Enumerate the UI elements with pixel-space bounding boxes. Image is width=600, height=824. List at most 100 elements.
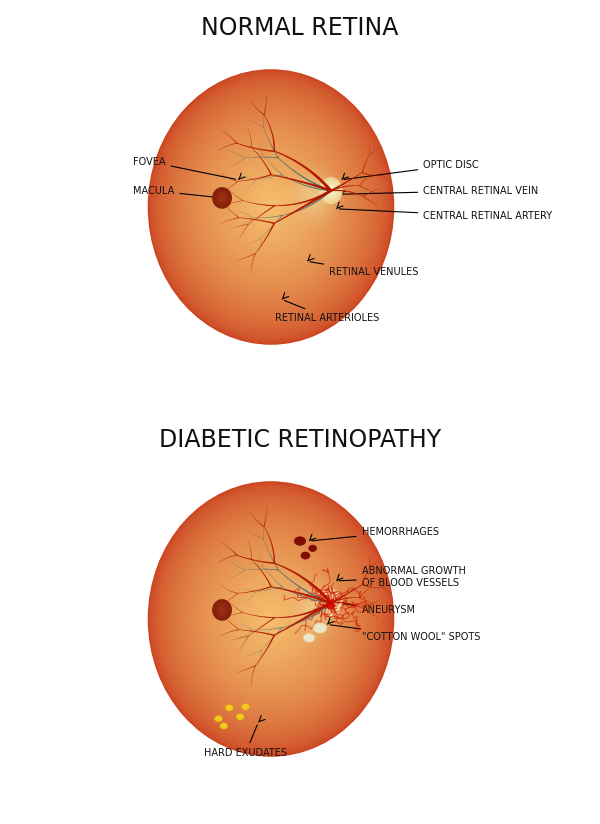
Ellipse shape bbox=[214, 555, 328, 683]
Ellipse shape bbox=[313, 623, 327, 633]
Ellipse shape bbox=[316, 625, 324, 631]
Ellipse shape bbox=[265, 200, 277, 214]
Ellipse shape bbox=[213, 600, 232, 620]
Ellipse shape bbox=[314, 624, 326, 633]
Ellipse shape bbox=[253, 598, 289, 639]
Ellipse shape bbox=[190, 527, 353, 710]
Ellipse shape bbox=[218, 148, 323, 265]
Ellipse shape bbox=[193, 531, 350, 707]
Ellipse shape bbox=[225, 568, 317, 671]
Ellipse shape bbox=[220, 607, 225, 613]
Ellipse shape bbox=[318, 627, 322, 630]
Ellipse shape bbox=[220, 562, 322, 676]
Ellipse shape bbox=[214, 189, 230, 208]
Ellipse shape bbox=[214, 601, 230, 620]
Ellipse shape bbox=[262, 197, 280, 218]
Ellipse shape bbox=[215, 190, 229, 206]
Ellipse shape bbox=[214, 190, 230, 207]
Ellipse shape bbox=[308, 601, 321, 616]
Ellipse shape bbox=[177, 102, 365, 312]
Ellipse shape bbox=[326, 185, 335, 196]
Ellipse shape bbox=[221, 196, 223, 199]
Ellipse shape bbox=[326, 185, 336, 197]
Ellipse shape bbox=[168, 503, 374, 734]
Ellipse shape bbox=[321, 591, 341, 614]
Ellipse shape bbox=[214, 143, 328, 271]
Ellipse shape bbox=[169, 93, 373, 321]
Ellipse shape bbox=[182, 107, 361, 307]
Ellipse shape bbox=[177, 514, 365, 724]
Ellipse shape bbox=[308, 637, 311, 639]
Ellipse shape bbox=[240, 172, 302, 241]
Ellipse shape bbox=[307, 187, 322, 205]
Ellipse shape bbox=[307, 599, 322, 617]
Ellipse shape bbox=[312, 193, 317, 199]
Ellipse shape bbox=[329, 190, 332, 192]
Ellipse shape bbox=[183, 521, 359, 717]
Ellipse shape bbox=[217, 193, 227, 203]
Ellipse shape bbox=[231, 162, 311, 252]
Ellipse shape bbox=[161, 497, 380, 742]
Ellipse shape bbox=[228, 571, 314, 667]
Ellipse shape bbox=[304, 184, 325, 208]
Ellipse shape bbox=[315, 625, 325, 632]
Ellipse shape bbox=[218, 606, 226, 614]
Ellipse shape bbox=[311, 603, 319, 613]
Ellipse shape bbox=[234, 166, 308, 248]
Ellipse shape bbox=[158, 82, 383, 333]
Ellipse shape bbox=[247, 592, 296, 647]
Ellipse shape bbox=[219, 606, 226, 614]
Ellipse shape bbox=[250, 183, 293, 231]
Ellipse shape bbox=[312, 605, 317, 611]
Ellipse shape bbox=[254, 188, 288, 226]
Ellipse shape bbox=[309, 602, 320, 614]
Ellipse shape bbox=[163, 87, 379, 327]
Ellipse shape bbox=[320, 179, 341, 203]
Ellipse shape bbox=[322, 180, 340, 202]
Ellipse shape bbox=[245, 590, 297, 648]
Ellipse shape bbox=[328, 188, 333, 194]
Ellipse shape bbox=[328, 187, 334, 194]
Text: RETINAL ARTERIOLES: RETINAL ARTERIOLES bbox=[275, 301, 379, 322]
Text: DIABETIC RETINOPATHY: DIABETIC RETINOPATHY bbox=[159, 428, 441, 452]
Text: "COTTON WOOL" SPOTS: "COTTON WOOL" SPOTS bbox=[330, 625, 480, 642]
Ellipse shape bbox=[223, 565, 319, 672]
Ellipse shape bbox=[329, 601, 332, 605]
Ellipse shape bbox=[151, 73, 391, 341]
Ellipse shape bbox=[215, 602, 229, 617]
Ellipse shape bbox=[217, 192, 227, 204]
Ellipse shape bbox=[220, 196, 224, 200]
Ellipse shape bbox=[217, 604, 227, 616]
Ellipse shape bbox=[269, 617, 272, 620]
Ellipse shape bbox=[183, 109, 359, 305]
Ellipse shape bbox=[242, 174, 300, 240]
Ellipse shape bbox=[250, 595, 293, 643]
Ellipse shape bbox=[197, 124, 345, 290]
Ellipse shape bbox=[200, 128, 342, 286]
Ellipse shape bbox=[329, 189, 332, 193]
Ellipse shape bbox=[215, 145, 326, 269]
Ellipse shape bbox=[328, 599, 334, 606]
Ellipse shape bbox=[313, 606, 316, 610]
Ellipse shape bbox=[302, 595, 326, 622]
Ellipse shape bbox=[229, 573, 313, 666]
Ellipse shape bbox=[215, 557, 326, 681]
Ellipse shape bbox=[266, 614, 275, 624]
Ellipse shape bbox=[226, 705, 233, 711]
Ellipse shape bbox=[190, 115, 353, 298]
Ellipse shape bbox=[151, 485, 391, 753]
Ellipse shape bbox=[265, 612, 277, 626]
Ellipse shape bbox=[257, 191, 285, 222]
Ellipse shape bbox=[236, 714, 244, 720]
Ellipse shape bbox=[164, 88, 377, 325]
Ellipse shape bbox=[263, 199, 278, 216]
Ellipse shape bbox=[305, 185, 324, 207]
Ellipse shape bbox=[304, 634, 314, 642]
Ellipse shape bbox=[180, 105, 362, 309]
Ellipse shape bbox=[149, 483, 393, 755]
Ellipse shape bbox=[305, 635, 313, 640]
Ellipse shape bbox=[197, 536, 345, 702]
Ellipse shape bbox=[148, 481, 394, 756]
Ellipse shape bbox=[179, 516, 364, 723]
Ellipse shape bbox=[323, 594, 338, 611]
